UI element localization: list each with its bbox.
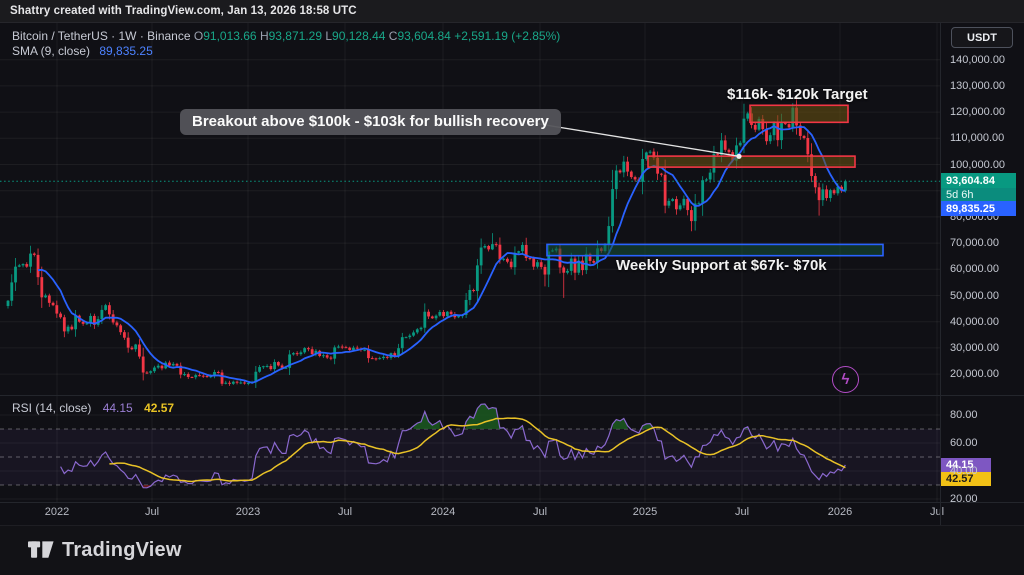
rsi-tick-label: 80.00 [950,409,978,421]
support-zone-label[interactable]: Weekly Support at $67k- $70k [616,257,827,274]
time-tick-label: Jul [144,506,160,518]
last-price-badge: 93,604.84 [941,173,1016,188]
price-tick-label: 40,000.00 [950,315,999,328]
sma-legend[interactable]: SMA (9, close) 89,835.25 [12,44,153,58]
price-scale-border [940,22,941,525]
sma-label: SMA (9, close) [12,44,91,58]
time-tick-label: 2025 [632,506,658,518]
price-tick-label: 20,000.00 [950,368,999,381]
rsi-tick-label: 60.00 [950,437,978,449]
rsi-ma-value: 42.57 [144,401,175,415]
rsi-tick-label: 20.00 [950,493,978,505]
tradingview-brand-text[interactable]: TradingView [62,539,182,561]
time-tick-label: Jul [929,506,945,518]
open-value: 91,013.66 [203,29,257,43]
open-label: O [193,29,204,43]
price-tick-label: 100,000.00 [950,158,1006,171]
time-tick-label: Jul [532,506,548,518]
rsi-ma-line [109,417,846,483]
price-tick-label: 120,000.00 [950,106,1006,119]
time-tick-label: 2023 [235,506,261,518]
sma-price-badge: 89,835.25 [941,201,1016,216]
rsi-legend[interactable]: RSI (14, close) 44.15 42.57 [12,401,174,415]
price-tick-label: 70,000.00 [950,237,999,250]
price-tick-label: 110,000.00 [950,132,1005,145]
axis-separator [0,502,1024,503]
sma-line [37,125,846,384]
low-value: 90,128.44 [332,29,386,43]
rsi-line [60,403,846,489]
attribution-text: Shattry created with TradingView.com, Ja… [10,5,357,17]
price-tick-label: 130,000.00 [950,79,1006,92]
attribution-bar: Shattry created with TradingView.com, Ja… [0,0,1024,23]
footer-bar: TradingView [0,525,1024,575]
rsi-value-badge: 44.15 [941,458,991,472]
lightning-button[interactable]: ϟ [832,366,859,393]
price-tick-label: 140,000.00 [950,53,1006,66]
currency-button[interactable]: USDT [951,27,1013,48]
symbol-title[interactable]: Bitcoin / TetherUS · 1W · Binance [12,29,191,43]
rsi-ma-value-badge: 42.57 [941,472,991,486]
target-zone-label[interactable]: $116k- $120k Target [727,86,868,103]
callout-pointer-line [535,122,740,157]
close-label: C [388,29,398,43]
breakout-callout[interactable]: Breakout above $100k - $103k for bullish… [180,109,561,135]
high-label: H [259,29,269,43]
low-label: L [325,29,333,43]
sma-value: 89,835.25 [99,44,153,58]
change-value: +2,591.19 (+2.85%) [454,29,561,43]
time-tick-label: 2022 [44,506,70,518]
breakout-zone[interactable] [647,155,856,168]
rsi-tick-label: 40.00 [950,465,978,477]
symbol-legend[interactable]: Bitcoin / TetherUS · 1W · Binance O91,01… [12,28,560,44]
price-tick-label: 50,000.00 [950,289,999,302]
time-tick-label: Jul [734,506,750,518]
price-tick-label: 60,000.00 [950,263,999,276]
tradingview-logo-icon[interactable] [28,538,54,562]
rsi-value: 44.15 [102,401,133,415]
support-zone[interactable] [546,243,884,257]
callout-anchor-dot [736,153,742,159]
time-tick-label: 2026 [827,506,853,518]
time-tick-label: 2024 [430,506,456,518]
time-tick-label: Jul [337,506,353,518]
target-zone[interactable] [749,104,849,124]
rsi-label: RSI (14, close) [12,401,92,415]
lightning-icon: ϟ [841,371,850,388]
price-tick-label: 30,000.00 [950,341,999,354]
pane-separator[interactable] [0,395,1024,396]
high-value: 93,871.29 [268,29,323,43]
rsi-band [0,429,940,485]
close-value: 93,604.84 [397,29,451,43]
bar-countdown-badge: 5d 6h [941,188,1016,201]
